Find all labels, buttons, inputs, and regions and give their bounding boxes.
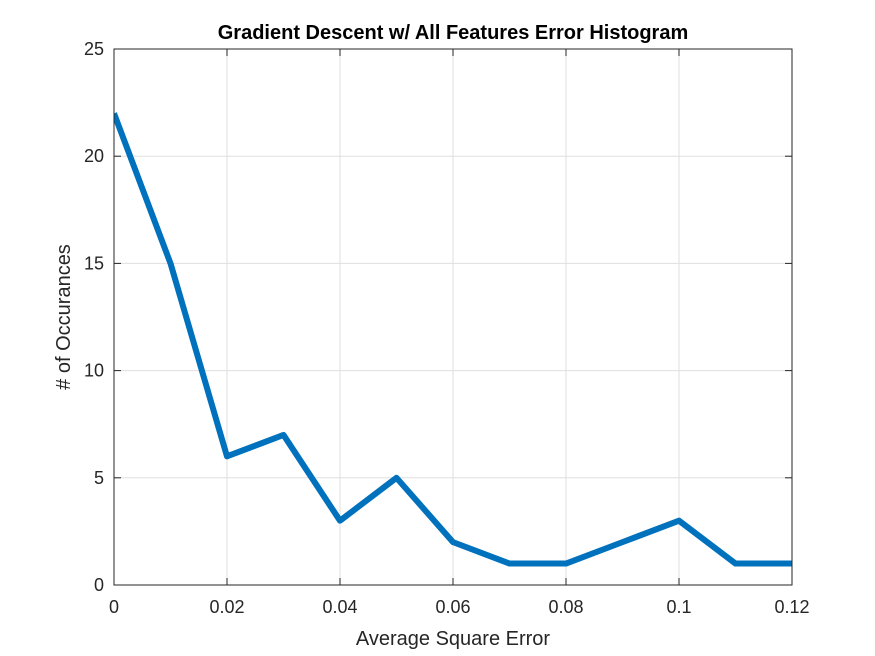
x-tick-label: 0.06 (435, 597, 470, 617)
y-tick-label: 25 (84, 39, 104, 59)
x-tick-label: 0 (109, 597, 119, 617)
y-tick-label: 20 (84, 146, 104, 166)
x-tick-label: 0.1 (666, 597, 691, 617)
series-layer (113, 112, 793, 567)
x-tick-label: 0.12 (774, 597, 809, 617)
axes (113, 48, 793, 586)
chart-title: Gradient Descent w/ All Features Error H… (218, 22, 689, 44)
y-tick-label: 10 (84, 361, 104, 381)
y-tick-label: 5 (94, 468, 104, 488)
y-tick-label: 15 (84, 253, 104, 273)
tick-labels: 0 0.02 0.04 0.06 0.08 0.1 0.12 0 5 10 15 20 25 (84, 39, 810, 617)
y-tick-label: 0 (94, 575, 104, 595)
x-tick-label: 0.08 (548, 597, 583, 617)
x-axis-label: Average Square Error (356, 628, 551, 650)
x-tick-label: 0.04 (322, 597, 357, 617)
x-tick-label: 0.02 (209, 597, 244, 617)
y-axis-label: # of Occurances (53, 244, 75, 390)
